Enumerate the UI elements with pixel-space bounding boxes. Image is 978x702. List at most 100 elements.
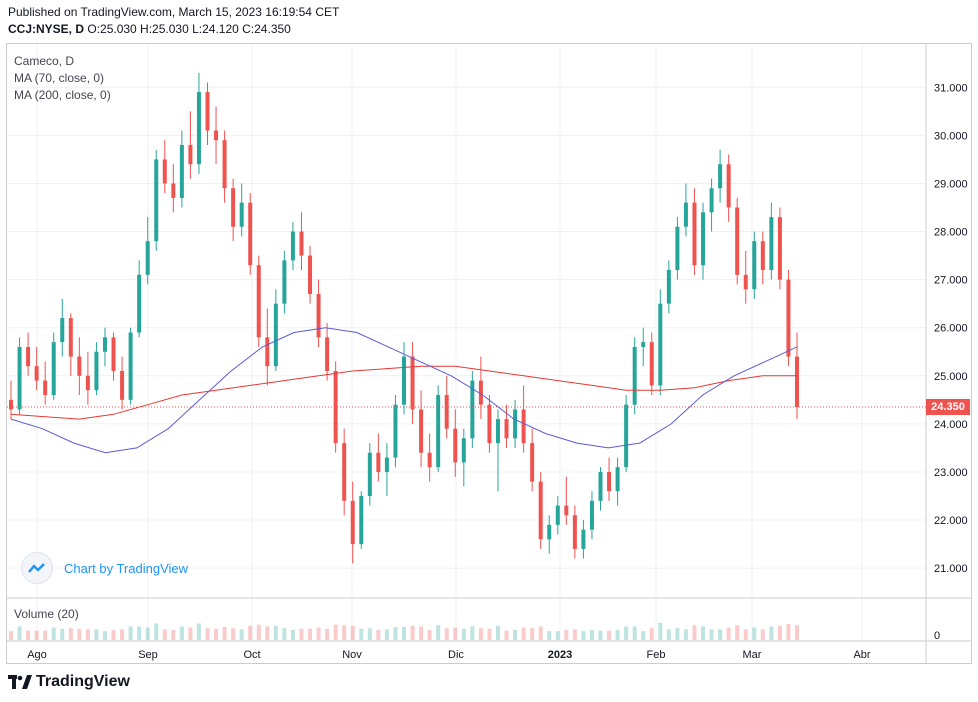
candle-body bbox=[248, 202, 253, 266]
volume-bar bbox=[43, 630, 48, 640]
legend-ma200[interactable]: MA (200, close, 0) bbox=[14, 88, 111, 102]
volume-bar bbox=[658, 622, 663, 640]
volume-bar bbox=[487, 628, 492, 640]
candle-body bbox=[675, 226, 680, 271]
volume-bar bbox=[564, 630, 569, 640]
volume-bar bbox=[231, 628, 236, 640]
candle-body bbox=[256, 265, 261, 338]
volume-bar bbox=[17, 626, 22, 640]
candle-body bbox=[384, 457, 389, 472]
candle-body bbox=[205, 92, 210, 131]
volume-bar bbox=[402, 627, 406, 640]
x-tick-label: Oct bbox=[243, 649, 260, 661]
volume-bar bbox=[68, 628, 73, 640]
volume-bar bbox=[760, 629, 765, 640]
candle-body bbox=[171, 183, 176, 198]
candle-body bbox=[359, 496, 364, 545]
volume-bar bbox=[444, 628, 449, 640]
volume-bar bbox=[120, 629, 125, 640]
candle-body bbox=[419, 409, 424, 453]
volume-bar bbox=[171, 630, 176, 640]
tradingview-logo-icon bbox=[21, 552, 53, 584]
volume-bar bbox=[350, 625, 355, 640]
volume-bar bbox=[419, 626, 424, 640]
legend-ma70[interactable]: MA (70, close, 0) bbox=[14, 71, 105, 85]
candle-body bbox=[581, 529, 586, 549]
volume-bar bbox=[786, 624, 791, 640]
candle-body bbox=[9, 399, 13, 410]
candle-body bbox=[273, 303, 278, 367]
candle-body bbox=[154, 159, 159, 242]
y-tick-label: 24.000 bbox=[934, 419, 968, 431]
candle-body bbox=[658, 303, 663, 386]
volume-bar bbox=[367, 628, 372, 640]
volume-bar bbox=[743, 629, 748, 640]
volume-bar bbox=[709, 629, 714, 640]
candle-body bbox=[214, 130, 219, 141]
candle-body bbox=[68, 318, 73, 357]
volume-bar bbox=[384, 629, 389, 640]
candle-body bbox=[137, 274, 142, 333]
x-tick-label: Nov bbox=[342, 649, 362, 661]
candle-body bbox=[179, 144, 184, 198]
volume-bar bbox=[692, 625, 697, 640]
candle-body bbox=[188, 144, 193, 165]
x-tick-label: 2023 bbox=[548, 649, 572, 661]
volume-bar bbox=[137, 626, 142, 640]
volume-bar bbox=[701, 626, 706, 640]
volume-bar bbox=[154, 623, 159, 640]
symbol-ohlc: CCJ:NYSE, D O:25.030 H:25.030 L:24.120 C… bbox=[8, 22, 291, 36]
volume-bar bbox=[641, 631, 646, 640]
x-tick-label: Sep bbox=[138, 649, 158, 661]
volume-bar bbox=[393, 627, 398, 640]
candle-body bbox=[461, 438, 466, 463]
volume-bar bbox=[299, 628, 304, 640]
volume-bar bbox=[60, 628, 65, 640]
volume-bar bbox=[359, 628, 364, 640]
candle-body bbox=[718, 164, 723, 189]
candle-body bbox=[538, 481, 543, 540]
volume-bar bbox=[102, 631, 107, 640]
candle-body bbox=[624, 404, 629, 468]
candle-body bbox=[376, 452, 381, 472]
volume-bar bbox=[145, 627, 150, 640]
candle-body bbox=[299, 231, 304, 256]
candle-body bbox=[111, 337, 116, 371]
candle-body bbox=[43, 380, 48, 396]
volume-bar bbox=[589, 630, 594, 640]
candle-body bbox=[427, 452, 432, 468]
y-tick-label: 29.000 bbox=[934, 178, 968, 190]
chart-watermark[interactable]: Chart by TradingView bbox=[21, 552, 188, 584]
candle-body bbox=[547, 524, 552, 540]
footer-brand[interactable]: TradingView bbox=[8, 673, 130, 691]
volume-bar bbox=[214, 628, 219, 640]
volume-bar bbox=[624, 626, 629, 640]
candle-body bbox=[444, 395, 449, 429]
candle-body bbox=[530, 443, 535, 482]
x-tick-label: Abr bbox=[853, 649, 870, 661]
volume-bar bbox=[94, 629, 99, 640]
candle-body bbox=[393, 404, 398, 458]
legend-volume[interactable]: Volume (20) bbox=[14, 607, 79, 621]
volume-bar bbox=[222, 627, 227, 640]
volume-bar bbox=[478, 628, 483, 640]
volume-bar bbox=[649, 628, 654, 640]
candle-body bbox=[342, 443, 347, 501]
volume-bar bbox=[265, 626, 270, 640]
candle-body bbox=[513, 409, 518, 439]
volume-bar bbox=[521, 627, 526, 640]
volume-bar bbox=[308, 628, 313, 640]
candle-body bbox=[239, 202, 244, 227]
volume-bar bbox=[581, 631, 586, 640]
candle-body bbox=[564, 505, 569, 516]
volume-bar bbox=[188, 627, 193, 640]
volume-bar bbox=[735, 625, 740, 640]
candle-body bbox=[17, 346, 22, 410]
volume-bar bbox=[615, 630, 620, 640]
volume-bar bbox=[530, 628, 535, 640]
volume-bar bbox=[777, 625, 782, 640]
candle-body bbox=[701, 212, 706, 266]
volume-bar bbox=[632, 626, 637, 640]
footer-brand-text: TradingView bbox=[36, 673, 130, 690]
